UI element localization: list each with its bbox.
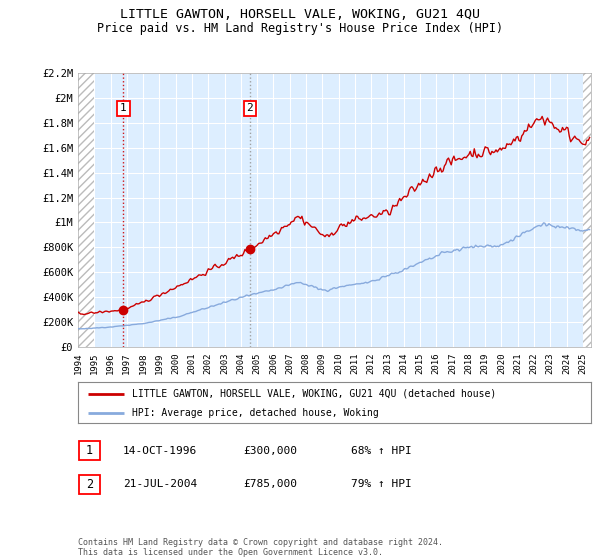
Text: 68% ↑ HPI: 68% ↑ HPI xyxy=(351,446,412,456)
Text: £300,000: £300,000 xyxy=(243,446,297,456)
Text: 21-JUL-2004: 21-JUL-2004 xyxy=(123,479,197,489)
Text: 79% ↑ HPI: 79% ↑ HPI xyxy=(351,479,412,489)
Text: 14-OCT-1996: 14-OCT-1996 xyxy=(123,446,197,456)
Text: 1: 1 xyxy=(120,104,127,114)
Text: 2: 2 xyxy=(86,478,93,491)
Text: 2: 2 xyxy=(247,104,253,114)
Bar xyxy=(78,73,94,347)
Text: HPI: Average price, detached house, Woking: HPI: Average price, detached house, Woki… xyxy=(132,408,379,418)
Bar xyxy=(583,73,591,347)
Text: 1: 1 xyxy=(86,444,93,458)
FancyBboxPatch shape xyxy=(79,441,100,460)
FancyBboxPatch shape xyxy=(79,475,100,494)
Text: £785,000: £785,000 xyxy=(243,479,297,489)
Text: LITTLE GAWTON, HORSELL VALE, WOKING, GU21 4QU (detached house): LITTLE GAWTON, HORSELL VALE, WOKING, GU2… xyxy=(132,389,496,399)
Text: LITTLE GAWTON, HORSELL VALE, WOKING, GU21 4QU: LITTLE GAWTON, HORSELL VALE, WOKING, GU2… xyxy=(120,8,480,21)
Text: Price paid vs. HM Land Registry's House Price Index (HPI): Price paid vs. HM Land Registry's House … xyxy=(97,22,503,35)
Text: Contains HM Land Registry data © Crown copyright and database right 2024.
This d: Contains HM Land Registry data © Crown c… xyxy=(78,538,443,557)
